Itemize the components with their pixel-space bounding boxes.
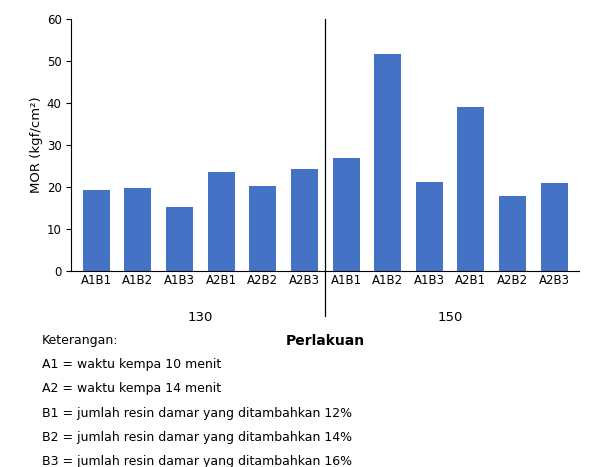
Bar [249,186,276,271]
Bar [291,169,318,271]
Text: A1 = waktu kempa 10 menit: A1 = waktu kempa 10 menit [42,358,221,371]
Bar [416,182,443,271]
Bar [83,190,110,271]
Text: Keterangan:: Keterangan: [42,334,118,347]
Y-axis label: MOR (kgf/cm²): MOR (kgf/cm²) [30,97,43,193]
Bar [124,188,151,271]
Bar [333,158,359,271]
Bar [499,196,526,271]
Bar [374,54,401,271]
Text: 130: 130 [188,311,213,324]
Text: B2 = jumlah resin damar yang ditambahkan 14%: B2 = jumlah resin damar yang ditambahkan… [42,431,352,444]
Bar [457,107,485,271]
Text: A2 = waktu kempa 14 menit: A2 = waktu kempa 14 menit [42,382,221,396]
Text: Perlakuan: Perlakuan [286,334,365,348]
Text: 150: 150 [437,311,463,324]
Text: B1 = jumlah resin damar yang ditambahkan 12%: B1 = jumlah resin damar yang ditambahkan… [42,407,352,420]
Text: B3 = jumlah resin damar yang ditambahkan 16%: B3 = jumlah resin damar yang ditambahkan… [42,455,352,467]
Bar [541,183,568,271]
Bar [208,172,235,271]
Bar [166,207,193,271]
